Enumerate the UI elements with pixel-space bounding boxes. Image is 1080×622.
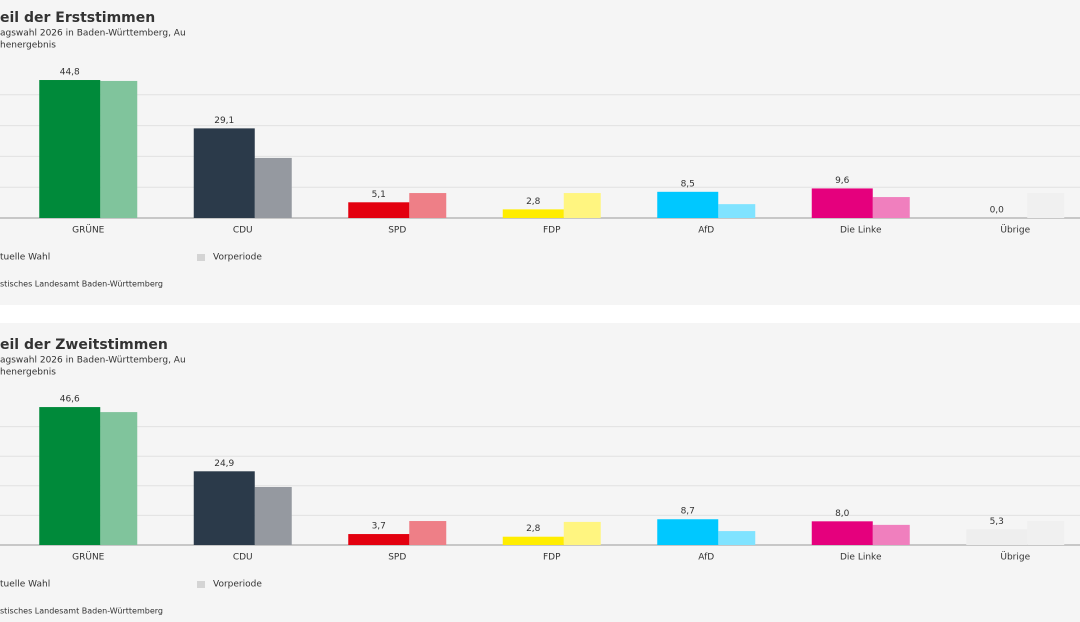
bar bbox=[563, 521, 601, 545]
value-label: 8,0 bbox=[835, 509, 850, 519]
subtitle: agswahl 2026 in Baden-Württemberg, Au bbox=[0, 356, 186, 366]
bar bbox=[254, 486, 292, 545]
source: stisches Landesamt Baden-Württemberg bbox=[0, 280, 163, 289]
x-tick-label: Die Linke bbox=[840, 226, 882, 236]
bar bbox=[409, 521, 447, 545]
legend-swatch bbox=[197, 254, 205, 261]
bar bbox=[872, 524, 910, 545]
x-tick-label: AfD bbox=[698, 226, 714, 236]
x-tick-label: Übrige bbox=[1000, 552, 1030, 563]
value-label: 44,8 bbox=[60, 68, 80, 78]
subtitle: henergebnis bbox=[0, 41, 56, 51]
x-tick-label: GRÜNE bbox=[72, 552, 105, 563]
x-tick-label: SPD bbox=[388, 226, 406, 236]
bar bbox=[502, 536, 564, 545]
bar bbox=[348, 534, 410, 545]
value-label: 2,8 bbox=[526, 197, 541, 207]
bar bbox=[657, 519, 719, 545]
bar bbox=[872, 197, 910, 218]
value-label: 24,9 bbox=[214, 459, 234, 469]
x-tick-label: Die Linke bbox=[840, 553, 882, 563]
bar bbox=[254, 157, 292, 218]
bar bbox=[100, 412, 138, 545]
source: stisches Landesamt Baden-Württemberg bbox=[0, 607, 163, 616]
bar bbox=[657, 191, 719, 218]
bar bbox=[409, 193, 447, 218]
chart-title: eil der Zweitstimmen bbox=[0, 337, 168, 353]
bar bbox=[348, 202, 410, 218]
value-label: 8,5 bbox=[681, 179, 695, 189]
x-tick-label: Übrige bbox=[1000, 225, 1030, 236]
value-label: 0,0 bbox=[990, 206, 1005, 216]
bar bbox=[718, 531, 756, 545]
bar bbox=[1027, 193, 1065, 218]
legend-label: tuelle Wahl bbox=[0, 580, 50, 590]
bar bbox=[502, 209, 564, 218]
bar bbox=[100, 80, 138, 218]
x-tick-label: GRÜNE bbox=[72, 225, 105, 236]
bar bbox=[563, 193, 601, 218]
bar bbox=[811, 188, 873, 218]
legend-swatch bbox=[197, 581, 205, 588]
x-tick-label: SPD bbox=[388, 553, 406, 563]
bar bbox=[811, 521, 873, 545]
x-tick-label: FDP bbox=[543, 553, 561, 563]
subtitle: agswahl 2026 in Baden-Württemberg, Au bbox=[0, 29, 186, 39]
x-tick-label: AfD bbox=[698, 553, 714, 563]
value-label: 3,7 bbox=[372, 522, 386, 532]
panel bbox=[0, 323, 1080, 622]
subtitle: henergebnis bbox=[0, 368, 56, 378]
bar bbox=[39, 80, 101, 219]
bar bbox=[39, 407, 101, 545]
value-label: 29,1 bbox=[214, 116, 234, 126]
value-label: 5,3 bbox=[990, 517, 1004, 527]
bar bbox=[718, 204, 756, 218]
x-tick-label: CDU bbox=[233, 553, 253, 563]
value-label: 8,7 bbox=[681, 507, 695, 517]
bar bbox=[193, 128, 255, 218]
value-label: 46,6 bbox=[60, 395, 80, 405]
x-tick-label: FDP bbox=[543, 226, 561, 236]
chart-title: eil der Erststimmen bbox=[0, 10, 155, 26]
value-label: 2,8 bbox=[526, 524, 541, 534]
value-label: 9,6 bbox=[835, 176, 850, 186]
value-label: 5,1 bbox=[372, 190, 386, 200]
bar bbox=[193, 471, 255, 545]
panel bbox=[0, 0, 1080, 305]
x-tick-label: CDU bbox=[233, 226, 253, 236]
legend-label: Vorperiode bbox=[213, 253, 262, 263]
legend-label: Vorperiode bbox=[213, 580, 262, 590]
bar bbox=[1027, 521, 1065, 545]
legend-label: tuelle Wahl bbox=[0, 253, 50, 263]
bar bbox=[966, 529, 1028, 545]
